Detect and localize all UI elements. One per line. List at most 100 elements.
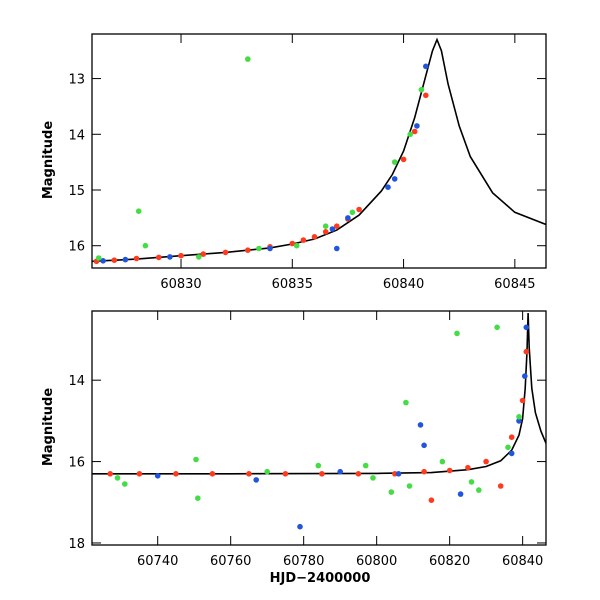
axes-frame xyxy=(91,310,547,546)
data-point xyxy=(173,471,179,477)
data-point xyxy=(508,434,515,441)
data-point xyxy=(133,255,140,262)
data-point xyxy=(334,245,340,252)
x-tick-label: 60845 xyxy=(494,277,535,292)
data-point xyxy=(264,468,271,475)
data-point xyxy=(142,242,149,249)
data-point xyxy=(195,495,201,502)
data-point xyxy=(391,176,398,182)
data-point xyxy=(154,473,161,479)
y-tick-label: 14 xyxy=(68,128,85,143)
data-point xyxy=(418,86,425,93)
data-point xyxy=(411,128,418,135)
data-point xyxy=(178,252,184,259)
plot-area xyxy=(92,37,546,265)
bottom-ylabel: Magnitude xyxy=(41,388,56,467)
data-point xyxy=(311,234,318,240)
data-point xyxy=(209,471,216,477)
data-point xyxy=(388,489,395,495)
top-ylabel: Magnitude xyxy=(41,121,56,200)
data-point xyxy=(400,156,407,163)
data-point xyxy=(406,483,413,489)
x-tick-label: 60820 xyxy=(429,554,470,569)
data-point xyxy=(245,56,251,62)
data-point xyxy=(267,245,273,252)
data-point xyxy=(497,483,504,489)
data-point xyxy=(362,462,369,469)
data-point xyxy=(423,92,429,99)
data-point xyxy=(193,456,199,463)
data-point xyxy=(423,63,429,70)
data-point xyxy=(256,245,262,252)
data-point xyxy=(246,471,252,477)
y-tick-label: 16 xyxy=(68,240,85,255)
y-tick-label: 16 xyxy=(68,456,85,471)
y-tick-label: 13 xyxy=(68,73,85,88)
data-point xyxy=(454,330,460,337)
data-point xyxy=(293,242,300,249)
top-panel: 60830 60835 60840 60845 13 14 15 16 xyxy=(68,33,547,292)
data-point xyxy=(289,240,296,247)
data-point xyxy=(370,475,376,481)
data-point xyxy=(505,444,511,451)
data-point xyxy=(319,471,325,477)
x-tick-label: 60840 xyxy=(502,554,543,569)
data-point xyxy=(167,254,173,260)
data-point xyxy=(385,184,391,190)
data-point xyxy=(391,159,398,165)
data-point xyxy=(522,373,528,379)
data-point xyxy=(253,477,259,483)
data-point xyxy=(300,237,307,243)
data-point xyxy=(345,215,351,221)
data-point xyxy=(95,255,102,261)
plot-area xyxy=(92,312,546,530)
data-point xyxy=(508,450,515,457)
data-point xyxy=(465,464,471,471)
data-point xyxy=(245,247,251,253)
data-point xyxy=(407,131,414,138)
data-point xyxy=(111,257,118,264)
data-point xyxy=(446,467,453,474)
data-point xyxy=(421,442,427,449)
data-point xyxy=(523,348,530,355)
data-point xyxy=(282,471,289,477)
data-point xyxy=(355,471,362,477)
data-point xyxy=(196,254,202,260)
data-point xyxy=(494,324,500,331)
data-point xyxy=(122,481,128,487)
bottom-xlabel: HJD−2400000 xyxy=(270,571,371,586)
data-point xyxy=(483,458,489,465)
data-point xyxy=(297,523,303,530)
y-tick-label: 18 xyxy=(68,537,85,552)
y-tick-label: 15 xyxy=(68,184,85,199)
model-curve xyxy=(92,37,546,263)
x-tick-label: 60840 xyxy=(383,277,424,292)
data-point xyxy=(322,223,329,229)
data-point xyxy=(428,497,435,504)
data-point xyxy=(417,422,424,428)
data-point xyxy=(122,256,129,263)
data-point xyxy=(403,399,409,406)
axes-frame xyxy=(91,33,547,269)
data-point xyxy=(135,208,142,214)
data-point xyxy=(523,324,530,331)
data-point xyxy=(334,223,340,229)
x-tick-label: 60830 xyxy=(160,277,201,292)
x-tick-label: 60780 xyxy=(283,554,324,569)
data-point xyxy=(421,468,427,475)
data-point xyxy=(519,397,526,404)
data-point xyxy=(156,254,162,261)
data-point xyxy=(516,414,522,420)
x-tick-label: 60740 xyxy=(137,554,178,569)
data-point xyxy=(457,491,464,497)
data-point xyxy=(414,123,420,129)
data-point xyxy=(329,226,336,232)
data-point xyxy=(136,471,143,477)
data-point xyxy=(395,471,402,477)
model-curve xyxy=(92,312,546,475)
data-point xyxy=(315,462,322,469)
data-point xyxy=(200,251,207,257)
data-point xyxy=(100,258,106,264)
x-tick-label: 60760 xyxy=(210,554,251,569)
